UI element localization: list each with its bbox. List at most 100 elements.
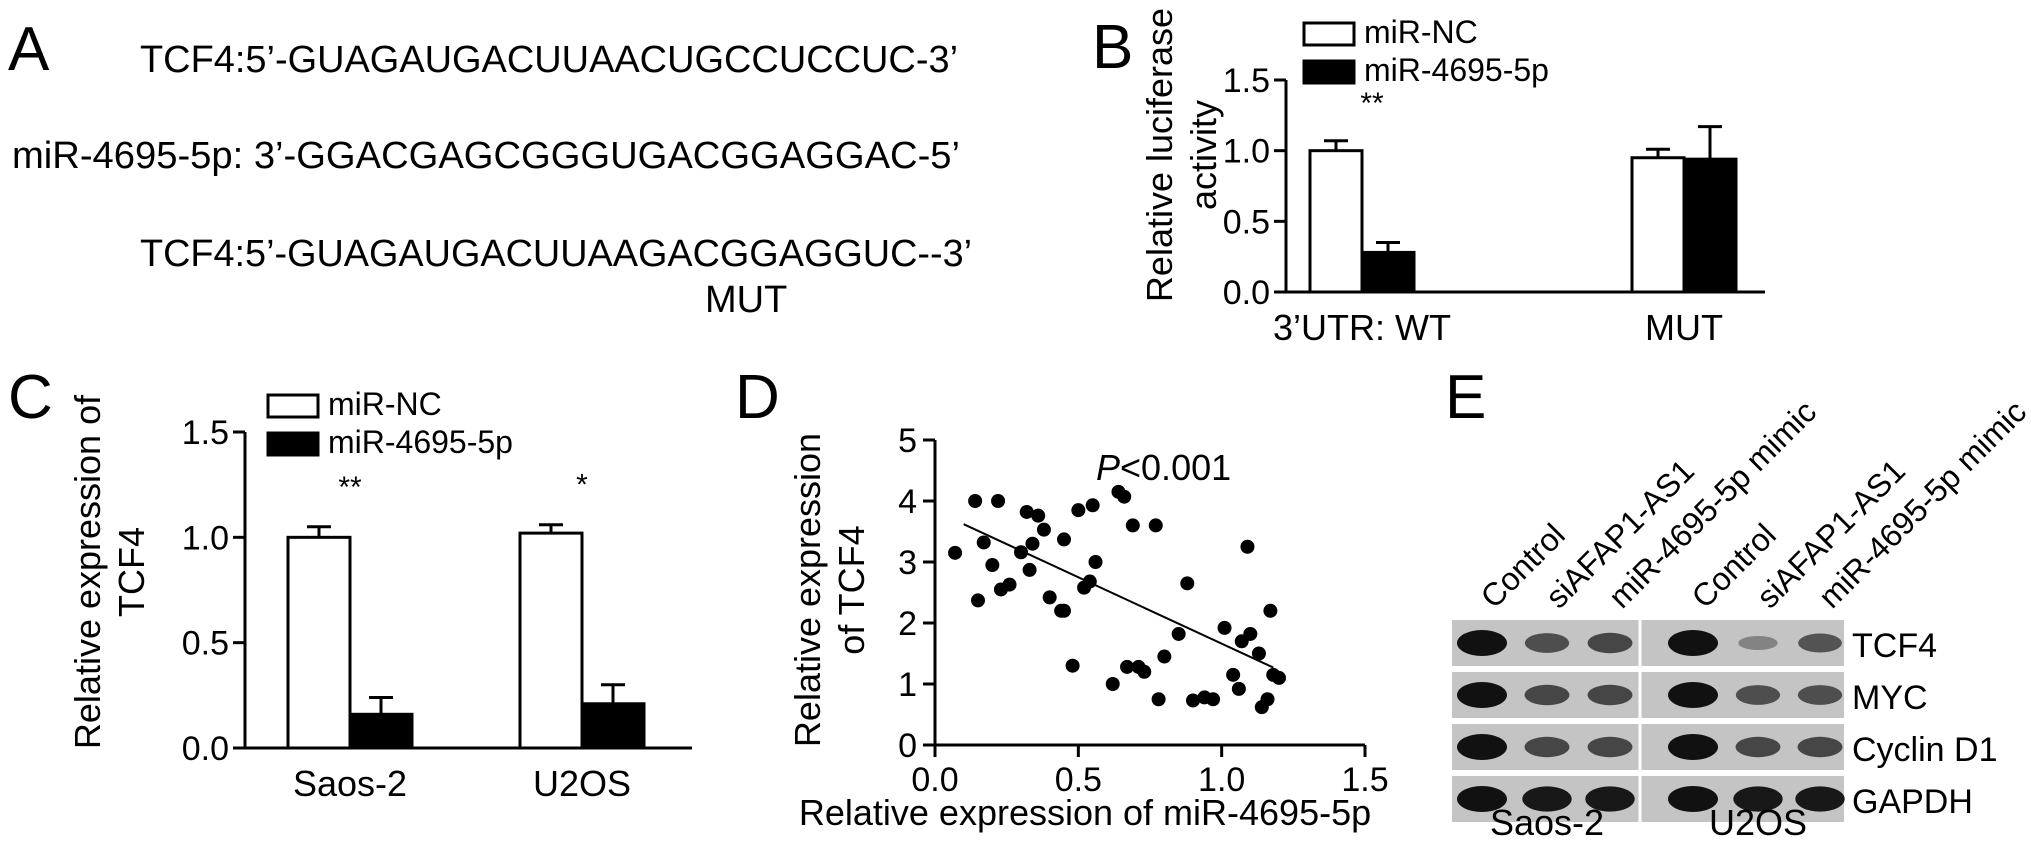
panel-letter-a: A — [8, 15, 50, 84]
legend-swatch — [1302, 59, 1356, 85]
y-tick-label: 0.5 — [182, 625, 229, 663]
y-tick-label: 1 — [898, 666, 917, 704]
scatter-point — [985, 558, 1000, 573]
blot-band — [1587, 736, 1633, 758]
scatter-point — [1240, 539, 1255, 554]
blot-band — [1735, 685, 1781, 705]
y-axis-label: TCF4 — [111, 527, 152, 617]
scatter-point — [1186, 693, 1200, 708]
x-tick-label: 3’UTR: WT — [1273, 307, 1451, 348]
legend-label: miR-4695-5p — [1364, 52, 1549, 88]
regression-line — [963, 523, 1274, 669]
bar-control — [518, 531, 584, 750]
panel-a-sequences: TCF4:5’-GUAGAUGACUUAACUGCCUCCUC-3’ miR-4… — [12, 39, 972, 321]
blot-band — [1457, 630, 1507, 656]
scatter-point — [1180, 576, 1195, 591]
p-value-symbol: P — [1096, 447, 1120, 488]
bar-treatment — [348, 712, 414, 750]
blot-band — [1797, 685, 1843, 705]
significance-marker: ** — [1360, 87, 1384, 120]
scatter-point — [1036, 522, 1051, 537]
x-tick-label: U2OS — [533, 763, 631, 804]
y-tick-label: 0.0 — [182, 730, 229, 768]
scatter-point — [1137, 664, 1152, 679]
blot-strip — [1452, 620, 1844, 666]
legend-swatch — [266, 393, 320, 419]
x-tick-label: 1.5 — [1341, 761, 1388, 799]
legend-label: miR-4695-5p — [328, 424, 513, 460]
blot-band — [1587, 684, 1633, 706]
scatter-point — [1088, 555, 1103, 569]
blot-band — [1668, 630, 1718, 656]
y-tick-label: 1.0 — [1223, 133, 1270, 171]
scatter-point — [1014, 545, 1028, 560]
significance-marker: ** — [338, 471, 362, 504]
mut-label: MUT — [705, 279, 787, 321]
bar-treatment — [1360, 250, 1416, 294]
y-axis-label: Relative expression — [787, 433, 828, 747]
x-axis-label: Relative expression of miR-4695-5p — [799, 792, 1371, 833]
scatter-point — [1082, 574, 1097, 589]
y-tick-label: 4 — [898, 483, 917, 521]
mir-4695-sequence: miR-4695-5p: 3’-GGACGAGCGGGUGACGGAGGAC-5… — [12, 135, 960, 177]
blot-band — [1585, 786, 1635, 812]
bar-control — [286, 535, 352, 750]
y-tick-label: 1.0 — [182, 519, 229, 557]
scatter-point — [1251, 646, 1266, 661]
blot-row-label: GAPDH — [1852, 783, 1973, 821]
scatter-point — [1120, 659, 1135, 674]
bar-treatment — [580, 702, 646, 750]
scatter-point — [1206, 692, 1221, 707]
p-value-annotation: P<0.001 — [1096, 447, 1231, 488]
scatter-point — [968, 494, 983, 508]
scatter-point — [1263, 603, 1278, 618]
blot-band — [1524, 684, 1570, 706]
y-tick-label: 0 — [898, 727, 917, 765]
scatter-point — [1071, 503, 1086, 518]
blot-band — [1735, 736, 1781, 758]
legend-label: miR-NC — [328, 386, 442, 422]
panel-letter-d: D — [735, 363, 780, 432]
scatter-point — [1105, 677, 1120, 691]
scatter-point — [1151, 692, 1166, 707]
scatter-point — [1157, 649, 1172, 664]
scatter-point — [976, 535, 991, 550]
blot-strip — [1452, 724, 1844, 770]
y-tick-label: 3 — [898, 544, 917, 582]
scatter-point — [1057, 603, 1071, 618]
blot-strip — [1452, 672, 1844, 718]
blot-band — [1524, 633, 1570, 653]
scatter-point — [1042, 590, 1057, 605]
scatter-point — [991, 494, 1006, 508]
scatter-point — [1117, 489, 1132, 504]
bar-control — [1308, 149, 1364, 294]
blot-band — [1798, 633, 1842, 653]
x-tick-label: MUT — [1645, 307, 1723, 348]
scatter-point — [1125, 518, 1140, 533]
scatter-point — [1148, 518, 1163, 533]
scatter-point — [1217, 620, 1232, 635]
scatter-point — [1243, 626, 1258, 641]
x-tick-label: Saos-2 — [293, 763, 407, 804]
blot-band — [1668, 786, 1718, 812]
legend-swatch — [266, 431, 320, 457]
blot-band — [1457, 734, 1507, 760]
scatter-point — [1260, 692, 1275, 707]
cell-line-label: Saos-2 — [1490, 802, 1604, 843]
panel-c-expression-chart: 0.0 0.5 1.0 1.5 Relative expression of TCF4 Sa… — [67, 386, 692, 804]
tcf4-wt-sequence: TCF4:5’-GUAGAUGACUUAACUGCCUCCUC-3’ — [140, 39, 958, 81]
legend-swatch — [1302, 21, 1356, 47]
scatter-point — [1031, 508, 1046, 523]
blot-band — [1668, 682, 1718, 708]
y-axis-label: Relative luciferase — [1139, 8, 1180, 302]
y-tick-label: 2 — [898, 605, 917, 643]
panel-letter-e: E — [1445, 363, 1486, 432]
y-tick-label: 1.5 — [1223, 62, 1270, 100]
x-tick-label: 1.0 — [1198, 761, 1245, 799]
scatter-point — [1002, 577, 1017, 592]
tcf4-mut-sequence: TCF4:5’-GUAGAUGACUUAAGACGGAGGUC--3’ — [140, 233, 972, 275]
p-value-text: <0.001 — [1120, 447, 1231, 488]
scatter-point — [1022, 562, 1037, 577]
blot-band — [1797, 736, 1843, 758]
